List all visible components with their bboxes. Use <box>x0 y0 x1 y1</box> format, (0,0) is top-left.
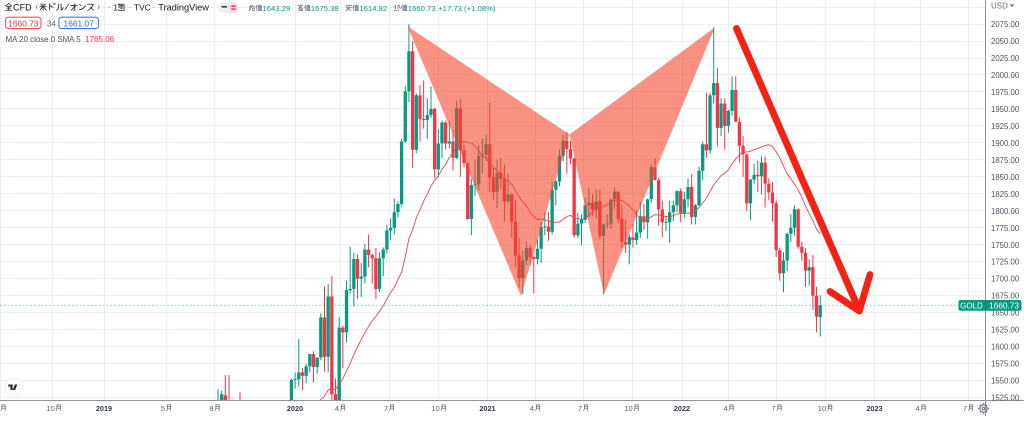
svg-text:1643.29: 1643.29 <box>263 4 291 13</box>
svg-text:+17.73 (+1.08%): +17.73 (+1.08%) <box>438 4 496 13</box>
svg-text:10: 10 <box>624 404 632 413</box>
svg-text:1975.00: 1975.00 <box>991 88 1020 97</box>
svg-text:4: 4 <box>915 404 919 413</box>
svg-text:MA 20 close 0 SMA 5: MA 20 close 0 SMA 5 <box>6 35 82 44</box>
svg-text:1660.73: 1660.73 <box>8 19 39 29</box>
svg-text:10: 10 <box>431 404 439 413</box>
svg-text:7: 7 <box>963 404 967 413</box>
svg-text:1775.00: 1775.00 <box>991 224 1020 233</box>
svg-text:1675.38: 1675.38 <box>311 4 339 13</box>
svg-text:1660.73: 1660.73 <box>408 4 436 13</box>
svg-text:10: 10 <box>818 404 826 413</box>
svg-text:1875.00: 1875.00 <box>991 156 1020 165</box>
svg-text:2000.00: 2000.00 <box>991 71 1020 80</box>
svg-text:2023: 2023 <box>866 404 882 413</box>
svg-text:1800.00: 1800.00 <box>991 207 1020 216</box>
svg-text:1850.00: 1850.00 <box>991 173 1020 182</box>
svg-text:5: 5 <box>161 404 165 413</box>
svg-text:2050.00: 2050.00 <box>991 37 1020 46</box>
svg-text:1900.00: 1900.00 <box>991 139 1020 148</box>
svg-text:USD: USD <box>991 1 1008 10</box>
svg-text:1600.00: 1600.00 <box>991 343 1020 352</box>
svg-text:2022: 2022 <box>674 404 690 413</box>
svg-text:2019: 2019 <box>96 404 112 413</box>
svg-text:2021: 2021 <box>479 404 495 413</box>
svg-text:7: 7 <box>771 404 775 413</box>
svg-text:1700.00: 1700.00 <box>991 275 1020 284</box>
svg-text:1750.00: 1750.00 <box>991 241 1020 250</box>
svg-text:1725.00: 1725.00 <box>991 258 1020 267</box>
svg-text:1: 1 <box>113 4 118 13</box>
svg-text:2020: 2020 <box>287 404 303 413</box>
svg-text:2025.00: 2025.00 <box>991 54 1020 63</box>
svg-text:1661.07: 1661.07 <box>64 19 95 29</box>
svg-text:CFD: CFD <box>13 3 32 13</box>
svg-text:1660.73: 1660.73 <box>989 300 1019 310</box>
svg-text:GOLD: GOLD <box>960 301 983 310</box>
svg-text:7: 7 <box>578 404 582 413</box>
svg-text:7: 7 <box>384 404 388 413</box>
svg-text:1950.00: 1950.00 <box>991 105 1020 114</box>
svg-text:TradingView: TradingView <box>158 3 209 13</box>
svg-text:1825.00: 1825.00 <box>991 190 1020 199</box>
svg-text:1525.00: 1525.00 <box>991 394 1020 403</box>
svg-text:8: 8 <box>209 404 213 413</box>
svg-text:4: 4 <box>530 404 534 413</box>
svg-text:4: 4 <box>335 404 339 413</box>
svg-text:1625.00: 1625.00 <box>991 326 1020 335</box>
svg-text:TVC: TVC <box>134 3 151 13</box>
svg-text:1675.00: 1675.00 <box>991 292 1020 301</box>
svg-text:1765.06: 1765.06 <box>85 35 115 44</box>
svg-text:1575.00: 1575.00 <box>991 360 1020 369</box>
svg-text:1925.00: 1925.00 <box>991 122 1020 131</box>
svg-text:1614.92: 1614.92 <box>359 4 387 13</box>
svg-text:4: 4 <box>723 404 727 413</box>
svg-text:34: 34 <box>47 20 56 29</box>
svg-text:2075.00: 2075.00 <box>991 20 1020 29</box>
svg-text:1550.00: 1550.00 <box>991 377 1020 386</box>
svg-text:10: 10 <box>46 404 54 413</box>
